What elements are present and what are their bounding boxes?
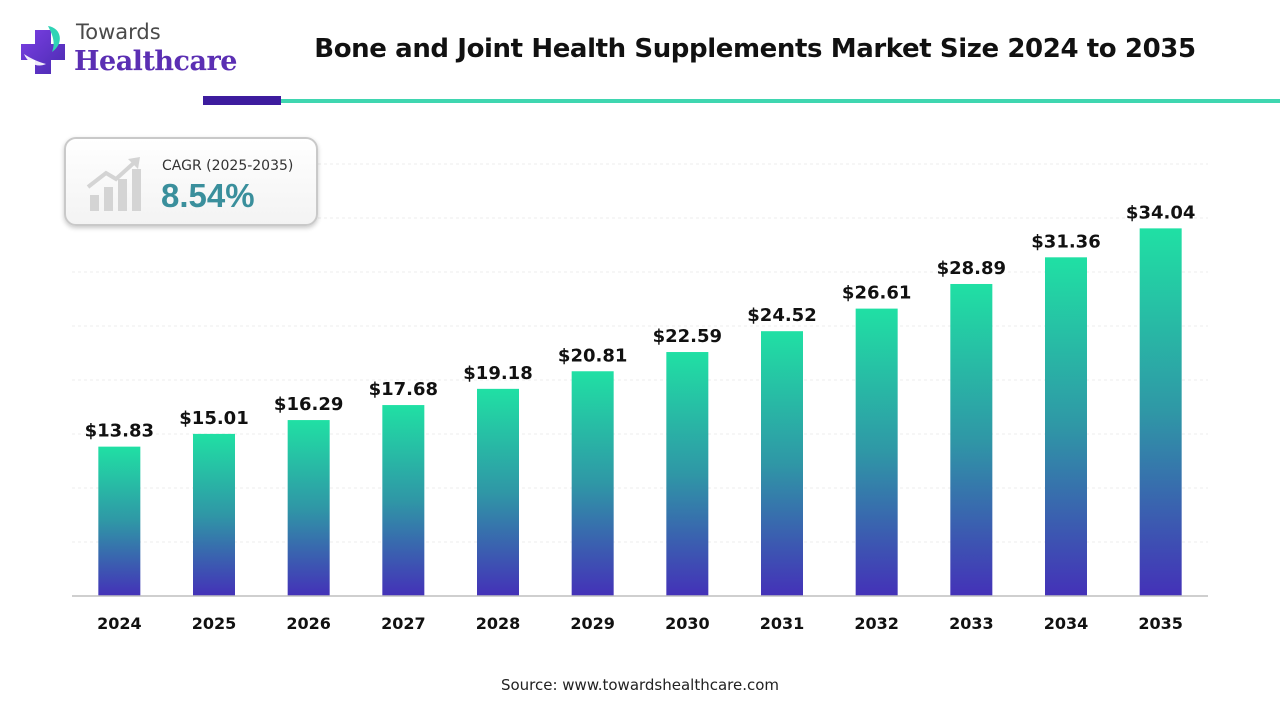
bar-2034 — [1045, 257, 1087, 596]
bar-2029 — [571, 371, 614, 596]
header-rule-accent — [203, 96, 281, 105]
x-tick-label-2035: 2035 — [1138, 614, 1183, 633]
header-rule — [281, 99, 1280, 103]
data-label-2032: $26.61 — [842, 283, 911, 304]
bar-2028 — [477, 388, 519, 596]
x-tick-label-2034: 2034 — [1044, 614, 1089, 633]
data-label-2025: $15.01 — [179, 408, 248, 429]
x-tick-label-2032: 2032 — [854, 614, 899, 633]
brand-name-main: Healthcare — [74, 46, 237, 77]
chart-title: Bone and Joint Health Supplements Market… — [314, 34, 1196, 64]
x-tick-label-2031: 2031 — [760, 614, 805, 633]
x-tick-label-2025: 2025 — [192, 614, 237, 633]
data-label-2024: $13.83 — [85, 421, 154, 442]
medical-cross-icon — [21, 26, 65, 74]
cagr-callout: CAGR (2025-2035) 8.54% — [64, 137, 318, 226]
x-tick-label-2029: 2029 — [570, 614, 615, 633]
bar-2027 — [382, 405, 425, 596]
data-label-2031: $24.52 — [747, 305, 816, 326]
data-label-2029: $20.81 — [558, 345, 627, 366]
source-note: Source: www.towardshealthcare.com — [500, 676, 780, 694]
data-label-2030: $22.59 — [653, 326, 722, 347]
bar-2033 — [950, 283, 993, 596]
x-tick-label-2033: 2033 — [949, 614, 994, 633]
x-tick-label-2026: 2026 — [286, 614, 331, 633]
data-label-2033: $28.89 — [937, 258, 1006, 279]
bar-2024 — [98, 446, 141, 596]
data-label-2035: $34.04 — [1126, 202, 1195, 223]
x-tick-label-2030: 2030 — [665, 614, 710, 633]
data-label-2027: $17.68 — [369, 379, 438, 400]
brand-name-top: Towards — [76, 20, 161, 44]
bar-2026 — [287, 420, 330, 596]
cagr-label: CAGR (2025-2035) — [162, 158, 294, 174]
bar-2025 — [193, 433, 235, 596]
brand-logo: Towards Healthcare — [18, 20, 248, 90]
data-label-2026: $16.29 — [274, 394, 343, 415]
bar-2031 — [761, 331, 803, 596]
bar-2030 — [666, 352, 709, 596]
growth-chart-icon — [86, 157, 141, 211]
data-label-2028: $19.18 — [463, 363, 532, 384]
x-tick-label-2027: 2027 — [381, 614, 426, 633]
bar-2035 — [1139, 228, 1182, 597]
cagr-value: 8.54% — [161, 177, 255, 214]
x-tick-label-2024: 2024 — [97, 614, 142, 633]
data-label-2034: $31.36 — [1031, 231, 1100, 252]
x-tick-label-2028: 2028 — [476, 614, 521, 633]
bar-2032 — [855, 308, 898, 596]
